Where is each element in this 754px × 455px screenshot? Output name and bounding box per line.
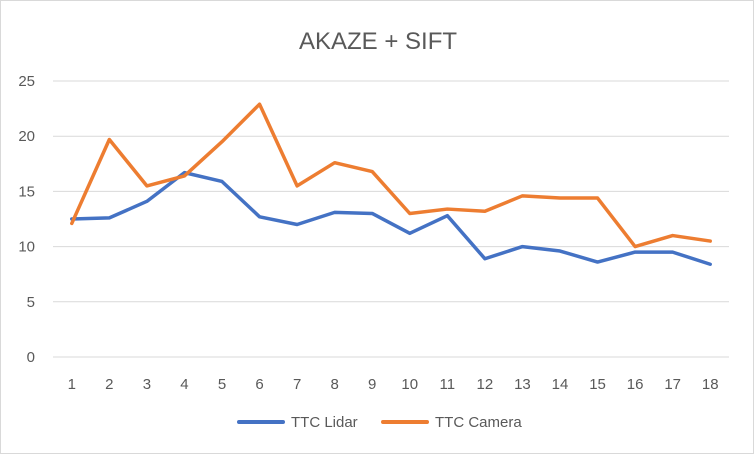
legend-label: TTC Camera xyxy=(435,414,522,431)
x-tick-label: 9 xyxy=(368,376,376,393)
legend-item: TTC Camera xyxy=(383,414,522,431)
y-tick-label: 5 xyxy=(27,294,35,311)
x-tick-label: 4 xyxy=(180,376,188,393)
y-tick-label: 25 xyxy=(18,73,35,90)
y-tick-label: 15 xyxy=(18,183,35,200)
grid-layer xyxy=(53,81,729,357)
x-tick-label: 17 xyxy=(664,376,681,393)
x-tick-label: 3 xyxy=(143,376,151,393)
x-tick-label: 13 xyxy=(514,376,531,393)
x-tick-label: 6 xyxy=(255,376,263,393)
legend-label: TTC Lidar xyxy=(291,414,358,431)
x-tick-label: 15 xyxy=(589,376,606,393)
x-tick-label: 7 xyxy=(293,376,301,393)
chart-title: AKAZE + SIFT xyxy=(299,28,457,55)
x-tick-label: 18 xyxy=(702,376,719,393)
x-tick-label: 12 xyxy=(477,376,494,393)
x-tick-label: 5 xyxy=(218,376,226,393)
x-tick-label: 8 xyxy=(330,376,338,393)
x-tick-label: 14 xyxy=(552,376,569,393)
x-tick-label: 11 xyxy=(440,376,456,393)
x-tick-label: 1 xyxy=(68,376,76,393)
y-tick-labels: 0 5 10 15 20 25 xyxy=(18,73,35,366)
x-tick-label: 16 xyxy=(627,376,644,393)
legend-item: TTC Lidar xyxy=(239,414,358,431)
series-layer xyxy=(72,104,710,264)
legend: TTC Lidar TTC Camera xyxy=(239,414,522,431)
y-tick-label: 0 xyxy=(27,349,35,366)
y-tick-label: 20 xyxy=(18,128,35,145)
x-tick-label: 2 xyxy=(105,376,113,393)
y-tick-label: 10 xyxy=(18,239,35,256)
x-tick-label: 10 xyxy=(401,376,418,393)
